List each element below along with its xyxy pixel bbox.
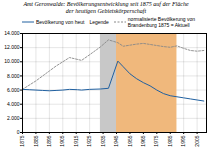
html-text:Amt Geroswalde: Bevölkerungsen: Amt Geroswalde: Bevölkerungsentwicklung … — [23, 1, 189, 14]
svg-text:10.000: 10.000 — [4, 58, 20, 64]
svg-text:2.000: 2.000 — [7, 115, 20, 121]
svg-text:1975: 1975 — [153, 135, 159, 146]
svg-text:1945: 1945 — [113, 135, 119, 146]
html-text:Legende: Legende — [89, 19, 109, 25]
svg-text:6.000: 6.000 — [7, 87, 20, 93]
svg-text:12.000: 12.000 — [4, 44, 20, 50]
html-text:Bevölkerung von heut: Bevölkerung von heut — [36, 19, 85, 25]
svg-text:1985: 1985 — [167, 135, 173, 146]
svg-text:1915: 1915 — [73, 135, 79, 146]
svg-text:4.000: 4.000 — [7, 101, 20, 107]
svg-text:1905: 1905 — [59, 135, 65, 146]
svg-text:1965: 1965 — [140, 135, 146, 146]
svg-text:2005: 2005 — [194, 135, 200, 146]
svg-text:14.000: 14.000 — [4, 30, 20, 36]
svg-text:8.000: 8.000 — [7, 73, 20, 79]
html-text:normalisierte Bevölkerung von: normalisierte Bevölkerung von Brandenbur… — [127, 16, 196, 28]
svg-text:1925: 1925 — [86, 135, 92, 146]
svg-text:1935: 1935 — [100, 135, 106, 146]
svg-text:0: 0 — [17, 129, 20, 135]
svg-text:1895: 1895 — [46, 135, 52, 146]
svg-text:1995: 1995 — [180, 135, 186, 146]
svg-text:1955: 1955 — [127, 135, 133, 146]
svg-text:1885: 1885 — [33, 135, 39, 146]
svg-text:1875: 1875 — [19, 135, 25, 146]
